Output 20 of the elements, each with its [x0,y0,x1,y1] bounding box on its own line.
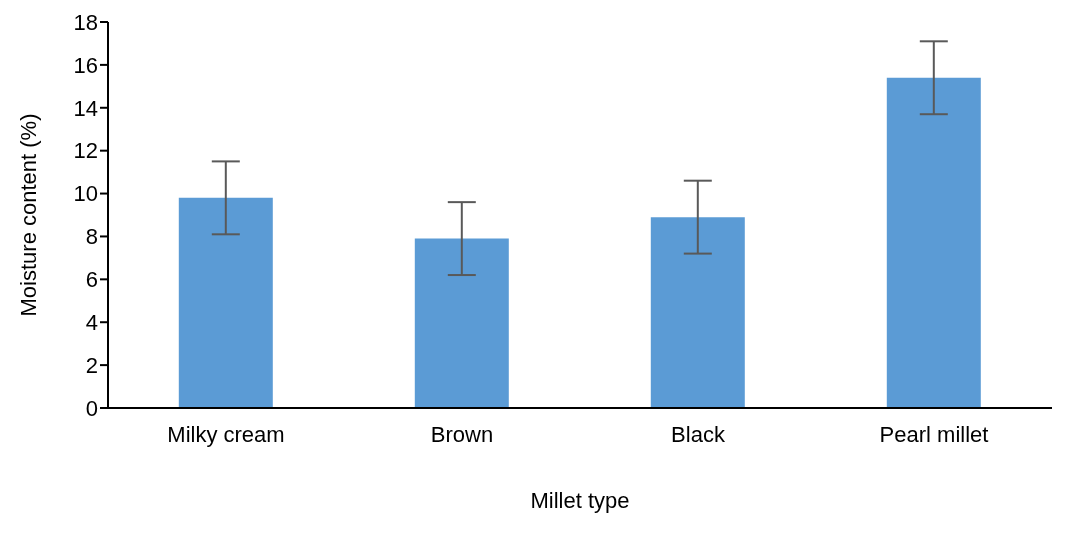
y-tick-label: 8 [85,224,98,250]
y-tick-label: 12 [73,138,98,164]
y-tick-label: 14 [73,95,98,121]
bar [178,197,273,408]
x-tick-label: Brown [430,421,494,447]
y-tick-label: 6 [85,267,98,293]
y-tick-label: 2 [85,352,98,378]
bar [650,217,745,408]
x-tick-label: Pearl millet [879,421,989,447]
y-tick-label: 4 [85,310,98,336]
y-tick-label: 10 [73,181,98,207]
x-tick-label: Milky cream [167,421,285,447]
y-tick-label: 16 [73,52,98,78]
x-axis-title: Millet type [530,488,630,513]
y-tick-label: 0 [85,395,98,421]
x-tick-label: Black [671,421,726,447]
y-tick-label: 18 [73,9,98,35]
y-axis-title: Moisture content (%) [15,113,41,317]
bar [886,77,981,408]
bar [414,238,509,408]
